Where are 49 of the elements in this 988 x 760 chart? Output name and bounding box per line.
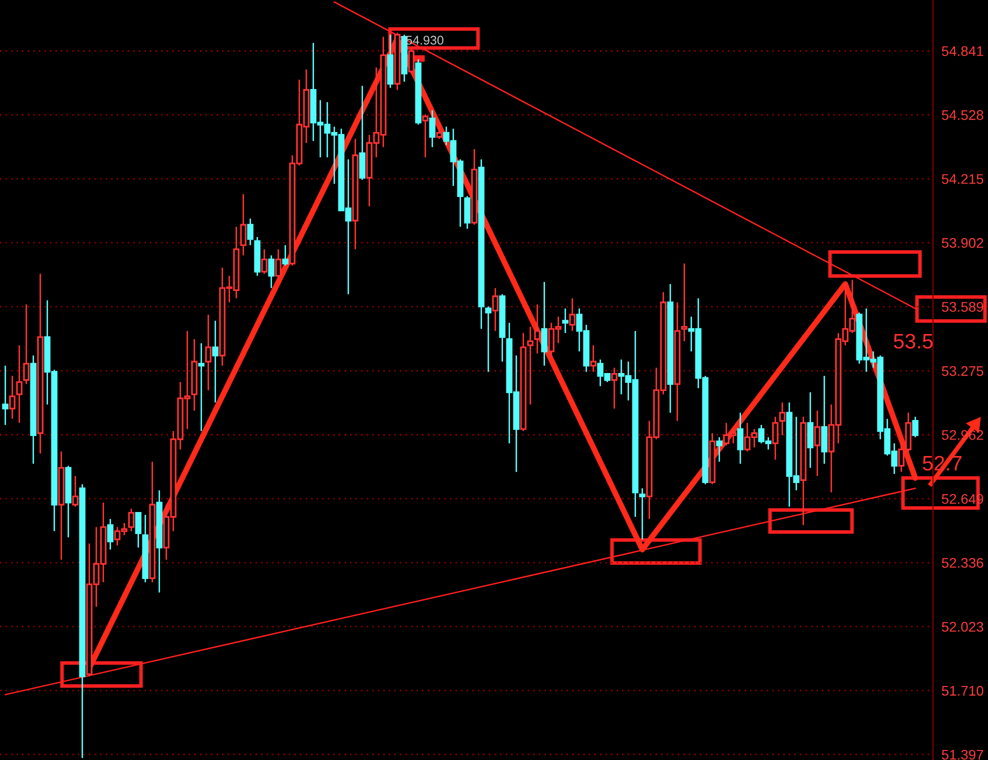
candlestick: [611, 367, 618, 410]
candlestick: [527, 326, 534, 406]
candlestick: [737, 412, 744, 464]
candlestick: [569, 298, 576, 332]
candlestick: [16, 344, 22, 424]
candlestick: [590, 344, 596, 373]
candlestick: [205, 314, 212, 391]
candlestick: [814, 410, 820, 477]
candlestick: [2, 365, 8, 426]
candlestick: [541, 281, 548, 366]
y-tick-label: 53.902: [942, 238, 984, 248]
y-tick-label: 54.528: [942, 110, 984, 120]
candlestick: [247, 218, 254, 246]
candlestick: [72, 475, 78, 508]
y-tick-label: 51.710: [942, 686, 984, 696]
candlestick: [429, 110, 436, 148]
candlestick: [23, 304, 30, 385]
candlestick: [492, 287, 498, 332]
candlestick: [716, 436, 722, 462]
candlestick: [268, 254, 274, 289]
candlestick: [198, 342, 204, 432]
candlestick: [436, 126, 442, 140]
candlestick: [282, 244, 288, 266]
candlestick: [275, 248, 282, 279]
candlestick: [534, 304, 540, 354]
candlestick: [779, 402, 786, 436]
candlestick: [562, 308, 568, 334]
candlestick: [912, 416, 918, 438]
y-tick-label: 54.215: [942, 174, 984, 184]
y-tick-label: 52.336: [942, 558, 984, 568]
candlestick: [9, 375, 16, 420]
candlestick: [135, 512, 142, 548]
annotation: 53.5: [894, 334, 933, 349]
candlestick: [107, 518, 114, 550]
y-tick-label: 51.397: [942, 750, 984, 760]
candlestick: [212, 320, 218, 404]
y-tick-label: 53.275: [942, 366, 984, 376]
candlestick: [681, 262, 688, 342]
y-tick-label: 54.841: [942, 46, 984, 56]
candlestick: [485, 306, 492, 373]
candlestick: [240, 193, 246, 256]
candlestick: [639, 488, 646, 540]
candlestick: [128, 508, 134, 532]
y-tick-label: 53.589: [942, 302, 984, 312]
candlestick: [408, 48, 414, 74]
candlestick: [261, 248, 268, 274]
candlestick: [772, 416, 778, 460]
y-tick-label: 52.023: [942, 622, 984, 632]
candlestick: [422, 114, 428, 158]
